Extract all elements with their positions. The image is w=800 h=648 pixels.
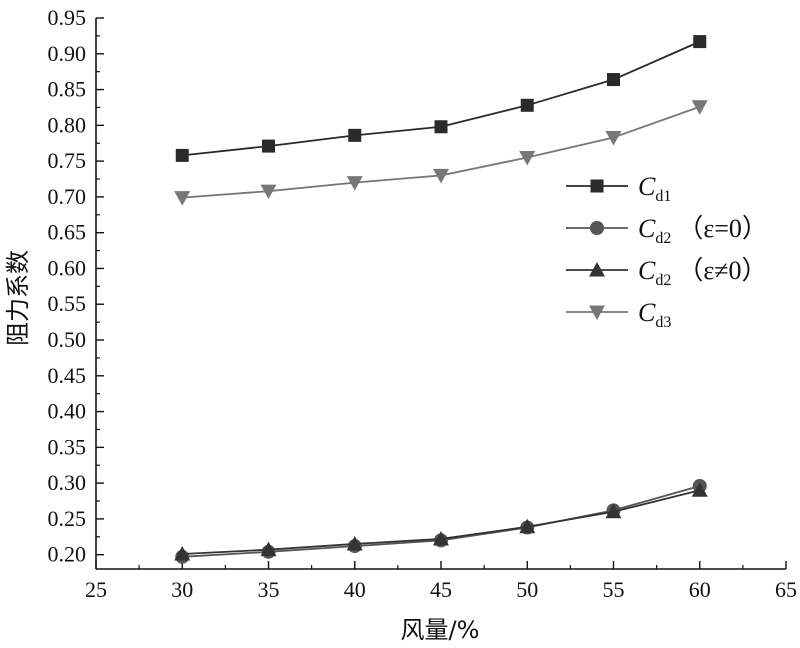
legend-item-3: Cd2 （ε≠0）: [566, 256, 768, 289]
legend-item-1: Cd1: [566, 172, 671, 205]
series-group: [174, 35, 708, 564]
legend-marker: [589, 262, 605, 277]
x-tick-label: 55: [603, 577, 625, 602]
series-1: [175, 35, 707, 162]
data-point: [174, 191, 191, 206]
y-ticks: 0.20 0.25 0.30 0.35 0.40 0.45 0.50 0.55 0.60 0.65…: [48, 5, 104, 567]
legend-label: Cd2 （ε≠0）: [638, 256, 768, 289]
x-tick-label: 50: [516, 577, 538, 602]
x-tick-label: 25: [85, 577, 107, 602]
data-point: [175, 148, 189, 162]
y-tick-label: 0.90: [48, 41, 87, 66]
data-point: [260, 184, 277, 200]
data-point: [434, 120, 448, 134]
y-axis-label: 阻力系数: [4, 250, 32, 346]
legend-marker: [590, 221, 604, 235]
data-point: [433, 530, 449, 546]
y-tick-label: 0.75: [48, 148, 87, 173]
data-point: [519, 518, 536, 534]
data-point: [691, 482, 708, 497]
data-point: [605, 131, 622, 146]
legend-label: Cd2 （ε=0）: [638, 214, 768, 247]
y-tick-label: 0.55: [48, 291, 87, 316]
x-tick-label: 45: [430, 577, 452, 602]
legend-label: Cd1: [638, 172, 671, 205]
x-tick-label: 35: [258, 577, 280, 602]
axes: [95, 18, 786, 570]
y-tick-label: 0.45: [48, 363, 87, 388]
x-tick-label: 40: [344, 577, 366, 602]
y-tick-label: 0.60: [48, 255, 87, 280]
legend-item-2: Cd2 （ε=0）: [566, 214, 768, 247]
y-tick-label: 0.20: [48, 542, 87, 567]
x-ticks: 25 30 35 40 45 50 55 60 65: [85, 561, 797, 602]
y-tick-label: 0.80: [48, 112, 87, 137]
series-3: [174, 482, 708, 561]
data-point: [691, 100, 708, 115]
y-tick-label: 0.25: [48, 506, 87, 531]
y-tick-label: 0.85: [48, 77, 87, 102]
data-point: [346, 176, 363, 191]
legend-marker: [590, 179, 604, 193]
data-point: [348, 128, 362, 142]
data-point: [433, 168, 449, 184]
data-point: [260, 541, 277, 557]
data-point: [520, 98, 534, 112]
series-line: [182, 40, 701, 157]
legend: Cd1 Cd2 （ε=0） Cd2 （ε≠0） Cd3: [566, 172, 768, 331]
y-tick-label: 0.50: [48, 327, 87, 352]
data-point: [346, 535, 363, 551]
data-point: [262, 139, 275, 153]
legend-marker: [589, 305, 605, 320]
data-point: [605, 503, 622, 519]
x-tick-label: 60: [689, 577, 711, 602]
y-tick-label: 0.95: [48, 5, 87, 30]
y-tick-label: 0.70: [48, 184, 87, 209]
data-point: [693, 35, 707, 49]
x-axis-label: 风量/%: [401, 616, 480, 644]
y-tick-label: 0.30: [48, 470, 87, 495]
x-tick-label: 65: [775, 577, 797, 602]
y-tick-label: 0.65: [48, 220, 87, 245]
data-point: [519, 151, 536, 166]
data-point: [174, 545, 191, 561]
data-point: [607, 73, 620, 87]
series-4: [174, 100, 708, 206]
legend-label: Cd3: [638, 298, 671, 331]
y-tick-label: 0.35: [48, 434, 87, 459]
y-tick-label: 0.40: [48, 399, 87, 424]
x-tick-label: 30: [171, 577, 193, 602]
legend-item-4: Cd3: [566, 298, 671, 331]
